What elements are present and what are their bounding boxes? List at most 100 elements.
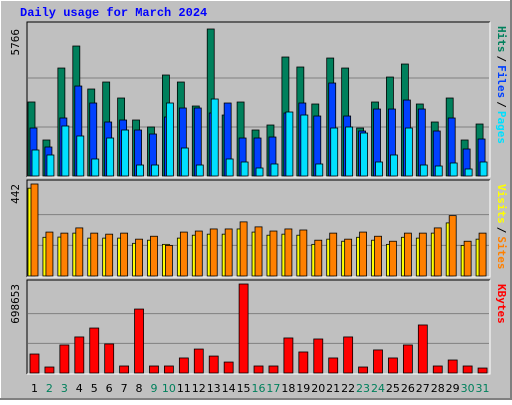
bar <box>328 357 339 374</box>
x-tick-label: 28 <box>431 382 445 395</box>
bar <box>253 365 264 374</box>
bar <box>44 366 55 374</box>
bar <box>150 235 158 277</box>
bar <box>119 365 130 374</box>
bar <box>105 233 114 277</box>
bar <box>418 232 427 277</box>
bar <box>238 283 249 374</box>
bar <box>345 126 354 177</box>
bar <box>165 245 173 277</box>
bar <box>402 344 413 374</box>
panel-border-dark <box>26 279 490 374</box>
bar <box>135 238 143 277</box>
bar <box>59 344 70 374</box>
x-tick-label: 26 <box>401 382 415 395</box>
bar <box>330 127 339 177</box>
x-tick-label: 27 <box>416 382 430 395</box>
bar <box>419 164 428 177</box>
x-tick-label: 15 <box>237 382 251 395</box>
bar <box>75 227 84 277</box>
bar <box>434 165 443 177</box>
bar <box>180 147 189 177</box>
bar <box>448 215 457 277</box>
bar <box>120 232 129 277</box>
legend-entry: Sites <box>495 236 508 269</box>
panel-border-light <box>27 280 491 375</box>
x-tick-label: 12 <box>192 382 206 395</box>
bar <box>404 127 413 177</box>
bar <box>285 111 294 177</box>
panel-border-dark <box>26 21 490 177</box>
x-tick-label: 31 <box>476 382 490 395</box>
bar <box>89 327 100 374</box>
bar <box>388 357 398 374</box>
bar <box>300 114 309 177</box>
x-tick-label: 29 <box>446 382 460 395</box>
bar <box>224 228 233 277</box>
bar <box>195 164 204 177</box>
x-tick-label: 8 <box>136 382 143 395</box>
bar <box>464 168 473 177</box>
bar <box>373 349 383 374</box>
bar <box>225 158 234 177</box>
bar <box>477 367 488 374</box>
x-tick-label: 14 <box>222 382 236 395</box>
bar <box>343 336 354 374</box>
bar <box>178 357 189 374</box>
bar <box>360 132 368 177</box>
bar <box>433 227 442 277</box>
x-tick-label: 23 <box>356 382 370 395</box>
bar <box>462 365 473 374</box>
bar <box>314 239 323 277</box>
bar <box>90 232 99 277</box>
legend-separator: / <box>495 56 508 63</box>
bar <box>283 337 294 374</box>
bar <box>61 125 70 177</box>
x-tick-label: 30 <box>461 382 475 395</box>
bar <box>151 164 159 177</box>
x-tick-label: 16 <box>252 382 266 395</box>
bar <box>478 232 487 277</box>
bar <box>121 129 130 177</box>
bar <box>134 308 144 374</box>
bar <box>403 232 412 277</box>
bar <box>91 158 100 177</box>
bar <box>223 361 234 374</box>
x-tick-label: 17 <box>266 382 280 395</box>
legend-entry: Visits <box>495 184 508 224</box>
bar <box>106 137 115 177</box>
bar <box>417 324 428 374</box>
bar <box>239 221 248 277</box>
bar <box>254 226 263 277</box>
bar <box>268 365 279 374</box>
bar <box>60 232 69 277</box>
bar <box>329 232 338 277</box>
bar <box>269 230 278 277</box>
bar <box>298 351 309 374</box>
bar <box>74 336 85 374</box>
bar <box>374 235 382 277</box>
bar <box>463 240 472 277</box>
x-tick-label: 20 <box>311 382 325 395</box>
panel-border-light <box>27 22 491 178</box>
bar <box>45 231 54 277</box>
bar <box>344 238 353 277</box>
x-tick-label: 5 <box>91 382 98 395</box>
bar <box>389 240 397 277</box>
bar <box>315 163 324 177</box>
bar <box>193 348 204 374</box>
bar <box>358 366 368 374</box>
legend-entry: Files <box>495 65 508 98</box>
legend-entry: KBytes <box>495 284 508 324</box>
bar <box>194 230 203 277</box>
x-tick-label: 18 <box>281 382 295 395</box>
bar <box>179 231 188 277</box>
bar <box>299 229 308 277</box>
bar <box>166 102 174 177</box>
bar <box>449 162 458 177</box>
panel-border-dark <box>26 179 490 277</box>
x-tick-label: 4 <box>76 382 83 395</box>
bar <box>284 228 293 277</box>
